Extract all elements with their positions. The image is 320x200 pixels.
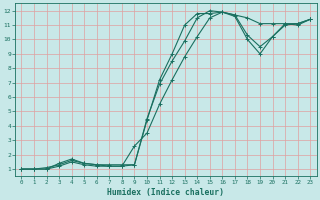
X-axis label: Humidex (Indice chaleur): Humidex (Indice chaleur) xyxy=(107,188,224,197)
